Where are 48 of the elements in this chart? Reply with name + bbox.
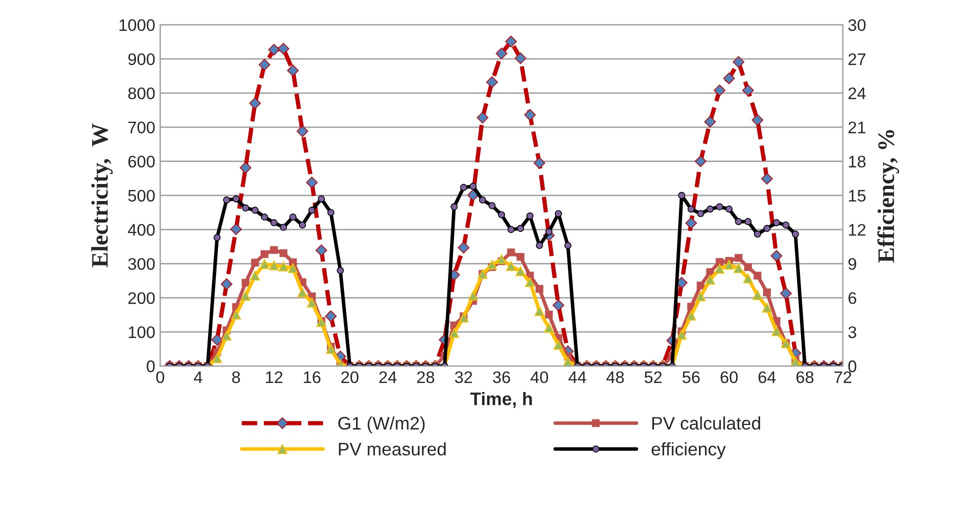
- x-tick-label: 4: [194, 372, 202, 383]
- legend-label: G1 (W/m2): [338, 416, 425, 434]
- x-axis-title: Time, h: [470, 392, 532, 408]
- x-tick-label: 36: [492, 371, 510, 384]
- legend-label: PV calculated: [652, 416, 760, 430]
- y-tick-label: 900: [128, 53, 155, 66]
- x-tick-label: 28: [417, 371, 434, 384]
- legend-label: efficiency: [652, 442, 726, 460]
- x-tick-label: 8: [232, 371, 240, 384]
- x-tick-label: 52: [644, 371, 662, 384]
- y2-axis-title: Efficiency, %: [877, 130, 900, 263]
- y-tick-label: 0: [146, 360, 155, 372]
- x-tick-label: 60: [720, 371, 738, 384]
- y2-tick-label: 18: [848, 156, 866, 168]
- legend-label: PV measured: [338, 442, 446, 456]
- x-tick-label: 72: [834, 371, 852, 383]
- x-tick-label: 12: [266, 371, 282, 383]
- x-tick-label: 68: [796, 371, 814, 384]
- y2-tick-label: 6: [848, 292, 856, 304]
- y2-tick-label: 9: [848, 258, 856, 270]
- x-tick-label: 48: [606, 371, 624, 384]
- x-tick-label: 20: [341, 371, 358, 384]
- y-tick-label: 100: [128, 326, 155, 338]
- y2-tick-label: 21: [848, 122, 866, 134]
- y-tick-label: 500: [128, 190, 155, 202]
- x-tick-label: 32: [454, 371, 472, 384]
- x-tick-label: 40: [530, 371, 548, 384]
- x-tick-label: 64: [758, 371, 776, 384]
- y2-tick-label: 24: [848, 87, 866, 100]
- y2-tick-label: 30: [848, 19, 866, 32]
- x-tick-label: 56: [682, 371, 700, 384]
- y-tick-label: 1000: [120, 19, 155, 32]
- y2-tick-label: 3: [848, 326, 856, 338]
- y2-tick-label: 15: [848, 190, 866, 202]
- y-tick-label: 700: [128, 122, 155, 134]
- y-tick-label: 400: [128, 224, 155, 236]
- x-tick-label: 44: [568, 372, 586, 383]
- y-tick-label: 200: [128, 292, 155, 304]
- x-tick-label: 0: [156, 371, 164, 384]
- y-tick-label: 600: [128, 156, 155, 168]
- y-axis-title: Electricity, W: [91, 124, 113, 268]
- y-tick-label: 800: [128, 87, 155, 100]
- x-tick-label: 24: [379, 371, 397, 383]
- y-tick-label: 300: [128, 258, 155, 270]
- y2-tick-label: 12: [848, 224, 866, 236]
- y2-tick-label: 0: [848, 360, 856, 372]
- y2-tick-label: 27: [848, 53, 866, 65]
- x-tick-label: 16: [304, 371, 320, 384]
